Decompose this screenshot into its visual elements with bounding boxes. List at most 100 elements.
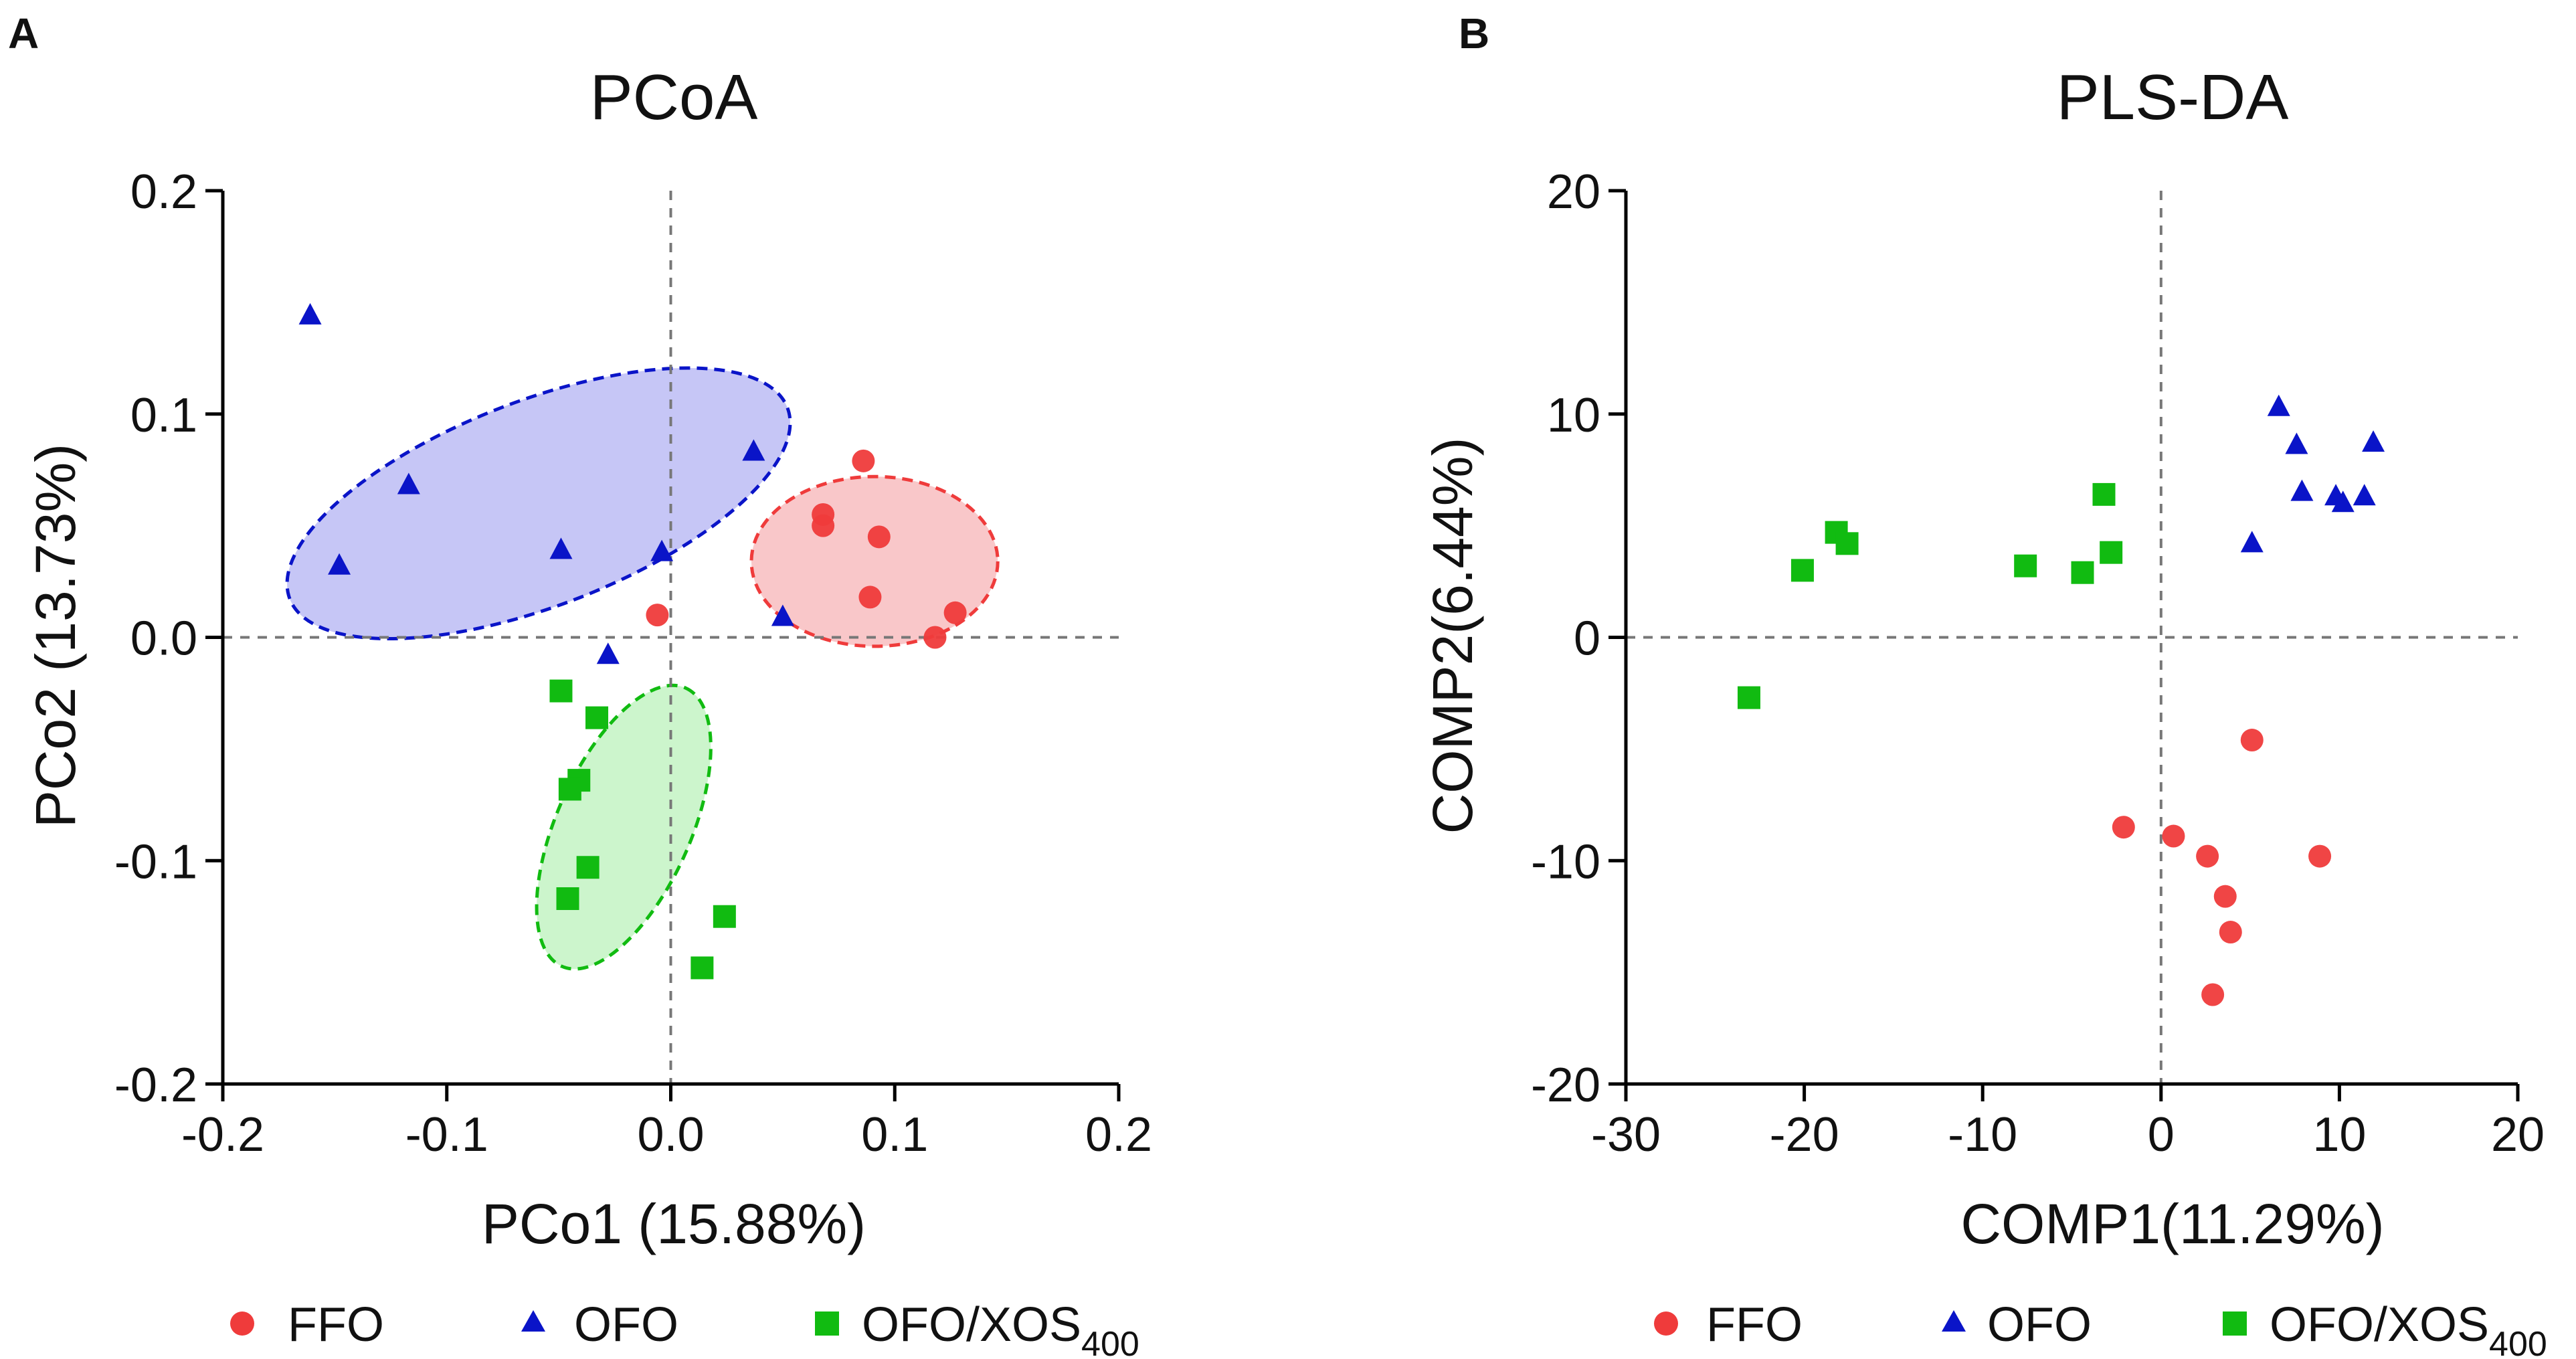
pcoa-point-ffo bbox=[646, 604, 669, 627]
plsda-point-ofoxos bbox=[1835, 532, 1859, 555]
plsda-point-ofo bbox=[2267, 394, 2290, 416]
legend-ofo-label: OFO bbox=[574, 1298, 678, 1352]
legend-b-ofoxos-subscript: 400 bbox=[2489, 1325, 2547, 1359]
pcoa-point-ofo bbox=[742, 439, 765, 461]
legend-b-ffo-label: FFO bbox=[1706, 1298, 1803, 1352]
pcoa-y-tick-label: 0.2 bbox=[130, 165, 197, 219]
plsda-points bbox=[1737, 394, 2385, 1006]
panel-b-letter: B bbox=[1459, 9, 1489, 58]
plsda-point-ffo bbox=[2201, 983, 2225, 1006]
legend-ofoxos-subscript: 400 bbox=[1081, 1325, 1139, 1359]
pcoa-point-ofo bbox=[328, 553, 351, 575]
pcoa-point-ofoxos bbox=[576, 856, 600, 879]
plsda-point-ofoxos bbox=[2071, 561, 2094, 584]
plsda-x-tick-label: 0 bbox=[2148, 1108, 2175, 1162]
plsda-point-ffo bbox=[2196, 844, 2219, 868]
plsda-x-tick-label: -20 bbox=[1770, 1108, 1839, 1162]
legend-ffo-label: FFO bbox=[288, 1298, 384, 1352]
plsda-title: PLS-DA bbox=[2057, 62, 2289, 133]
plsda-y-tick-label: -10 bbox=[1531, 835, 1600, 889]
legend-b-ofoxos-label: OFO/XOS400 bbox=[2270, 1298, 2547, 1359]
pcoa-point-ffo bbox=[867, 525, 891, 549]
plsda-y-axis-label: COMP2(6.44%) bbox=[1421, 438, 1484, 834]
plsda-point-ofo bbox=[2290, 479, 2314, 501]
plsda-point-ofoxos bbox=[2014, 554, 2037, 577]
plsda-point-ofo bbox=[2362, 430, 2385, 452]
pcoa-point-ofo bbox=[650, 539, 674, 561]
pcoa-point-ofoxos bbox=[558, 778, 581, 801]
legend-ffo-marker bbox=[230, 1311, 254, 1336]
pcoa-title: PCoA bbox=[590, 62, 758, 133]
plsda-point-ofoxos bbox=[1790, 559, 1814, 582]
pcoa-x-tick-label: 0.1 bbox=[861, 1108, 928, 1162]
panel-a-pcoa: A PCoA -0.2 -0.1 0.0 0.1 0.2 -0.2 -0.1 0.0 0.1 0… bbox=[8, 9, 1152, 1255]
plsda-point-ofo bbox=[2353, 484, 2376, 506]
plsda-x-tick-label: -10 bbox=[1948, 1108, 2017, 1162]
pcoa-points bbox=[298, 302, 967, 980]
plsda-x-ticks: -30 -20 -10 0 10 20 bbox=[1591, 1084, 2545, 1162]
pcoa-y-axis-label: PCo2 (13.73%) bbox=[24, 444, 87, 828]
plsda-point-ffo bbox=[2240, 729, 2264, 752]
legend-b-ofo-label: OFO bbox=[1987, 1298, 2092, 1352]
pcoa-point-ofo bbox=[771, 604, 794, 626]
pcoa-point-ffo bbox=[812, 514, 835, 537]
pcoa-point-ofo bbox=[549, 537, 573, 559]
pcoa-ellipses bbox=[285, 366, 1000, 971]
plsda-point-ffo bbox=[2213, 885, 2237, 908]
pcoa-y-tick-label: 0.1 bbox=[130, 389, 197, 442]
legend-b-ofoxos-main: OFO/XOS bbox=[2270, 1298, 2489, 1352]
plsda-point-ofo bbox=[2285, 432, 2308, 454]
legend-ofoxos-label: OFO/XOS400 bbox=[862, 1298, 1139, 1359]
plsda-x-tick-label: -30 bbox=[1591, 1108, 1661, 1162]
plsda-point-ffo bbox=[2112, 816, 2135, 839]
plsda-point-ffo bbox=[2219, 921, 2242, 944]
pcoa-point-ofo bbox=[298, 302, 322, 325]
plsda-point-ofo bbox=[2240, 531, 2264, 553]
plsda-y-tick-label: 20 bbox=[1547, 165, 1600, 219]
plsda-point-ofoxos bbox=[2100, 541, 2123, 564]
legend-ofoxos-main: OFO/XOS bbox=[862, 1298, 1081, 1352]
pcoa-y-tick-label: -0.2 bbox=[114, 1059, 197, 1112]
pcoa-legend: FFO OFO OFO/XOS400 bbox=[230, 1298, 1139, 1359]
plsda-zero-lines bbox=[1626, 191, 2518, 1084]
plsda-x-axis-label: COMP1(11.29%) bbox=[1960, 1192, 2384, 1255]
pcoa-x-ticks: -0.2 -0.1 0.0 0.1 0.2 bbox=[181, 1084, 1152, 1162]
plsda-legend: FFO OFO OFO/XOS400 bbox=[1654, 1298, 2547, 1359]
pcoa-y-tick-label: 0.0 bbox=[130, 612, 197, 666]
legend-b-ofoxos-marker bbox=[2223, 1311, 2247, 1336]
plsda-y-tick-label: -20 bbox=[1531, 1059, 1600, 1112]
plsda-y-ticks: -20 -10 0 10 20 bbox=[1531, 165, 1626, 1112]
plsda-point-ofoxos bbox=[1737, 686, 1760, 709]
pcoa-point-ofoxos bbox=[549, 679, 573, 703]
plsda-y-tick-label: 10 bbox=[1547, 389, 1600, 442]
legend-b-ffo-marker bbox=[1654, 1311, 1678, 1336]
plsda-point-ffo bbox=[2162, 824, 2185, 848]
plsda-axes bbox=[1624, 191, 2518, 1086]
plsda-x-tick-label: 20 bbox=[2491, 1108, 2545, 1162]
pcoa-y-tick-label: -0.1 bbox=[114, 835, 197, 889]
pcoa-point-ofo bbox=[596, 642, 620, 664]
pcoa-x-axis-label: PCo1 (15.88%) bbox=[482, 1192, 866, 1255]
pcoa-x-tick-label: -0.1 bbox=[405, 1108, 488, 1162]
pcoa-x-tick-label: 0.0 bbox=[637, 1108, 704, 1162]
pcoa-x-tick-label: 0.2 bbox=[1085, 1108, 1152, 1162]
plsda-point-ofo bbox=[2331, 490, 2355, 513]
pcoa-point-ofoxos bbox=[713, 905, 736, 928]
pcoa-point-ffo bbox=[923, 626, 947, 649]
panel-a-letter: A bbox=[8, 9, 39, 58]
legend-ofo-marker bbox=[521, 1310, 545, 1332]
plsda-y-tick-label: 0 bbox=[1574, 612, 1600, 666]
legend-ofoxos-marker bbox=[815, 1311, 839, 1336]
pcoa-point-ofoxos bbox=[585, 706, 609, 729]
pcoa-ellipse-ofo bbox=[285, 366, 792, 641]
pcoa-point-ofoxos bbox=[556, 887, 579, 910]
pcoa-point-ffo bbox=[858, 585, 882, 609]
pcoa-point-ofo bbox=[397, 472, 420, 494]
pcoa-x-tick-label: -0.2 bbox=[181, 1108, 264, 1162]
pcoa-point-ofoxos bbox=[691, 956, 714, 980]
pcoa-ellipse-ofoxos bbox=[535, 683, 713, 971]
plsda-x-tick-label: 10 bbox=[2312, 1108, 2366, 1162]
pcoa-point-ffo bbox=[852, 449, 875, 472]
